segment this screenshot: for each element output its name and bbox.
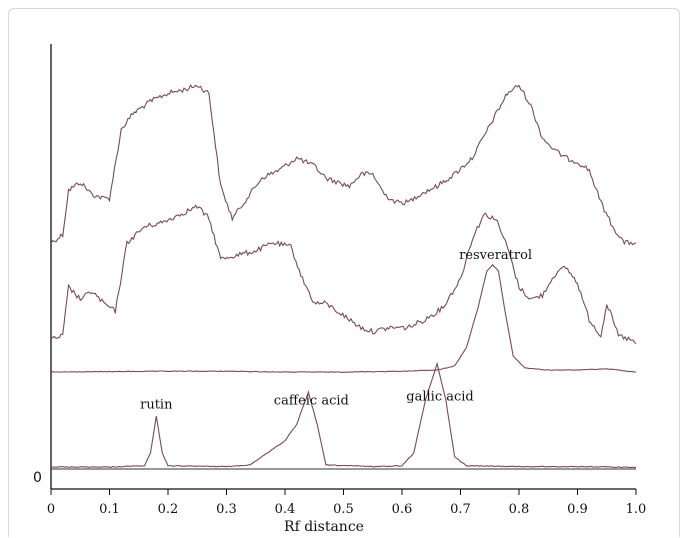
x-tick-label-4: 0.4 [275,502,296,517]
peak-label-caffeic-acid: caffeic acid [274,393,349,408]
figure-frame [8,8,680,537]
x-tick-label-10: 1.0 [626,502,647,517]
x-tick-label-1: 0.1 [99,502,120,517]
x-tick-label-7: 0.7 [450,502,471,517]
peak-label-rutin: rutin [140,397,173,412]
trace-4 [50,361,637,469]
x-tick-label-5: 0.5 [333,502,354,517]
x-ticks: 0 0.1 0.2 0.3 0.4 0.5 0.6 0.7 0.8 0.9 1.0 [47,489,646,517]
x-tick-label-6: 0.6 [392,502,413,517]
x-tick-label-8: 0.8 [509,502,530,517]
x-axis-title: Rf distance [284,519,364,535]
x-tick-label-2: 0.2 [158,502,179,517]
trace-3 [50,263,636,373]
traces [50,83,637,469]
peak-annotations: resveratrol rutin caffeic acid gallic acid [140,248,532,412]
trace-1 [50,83,637,246]
peak-label-resveratrol: resveratrol [459,248,532,263]
x-tick-label-0: 0 [47,502,55,517]
x-tick-label-3: 0.3 [216,502,237,517]
x-tick-label-9: 0.9 [567,502,588,517]
peak-label-gallic-acid: gallic acid [406,389,473,404]
y-origin-label: 0 [33,470,42,486]
trace-2 [50,204,637,345]
